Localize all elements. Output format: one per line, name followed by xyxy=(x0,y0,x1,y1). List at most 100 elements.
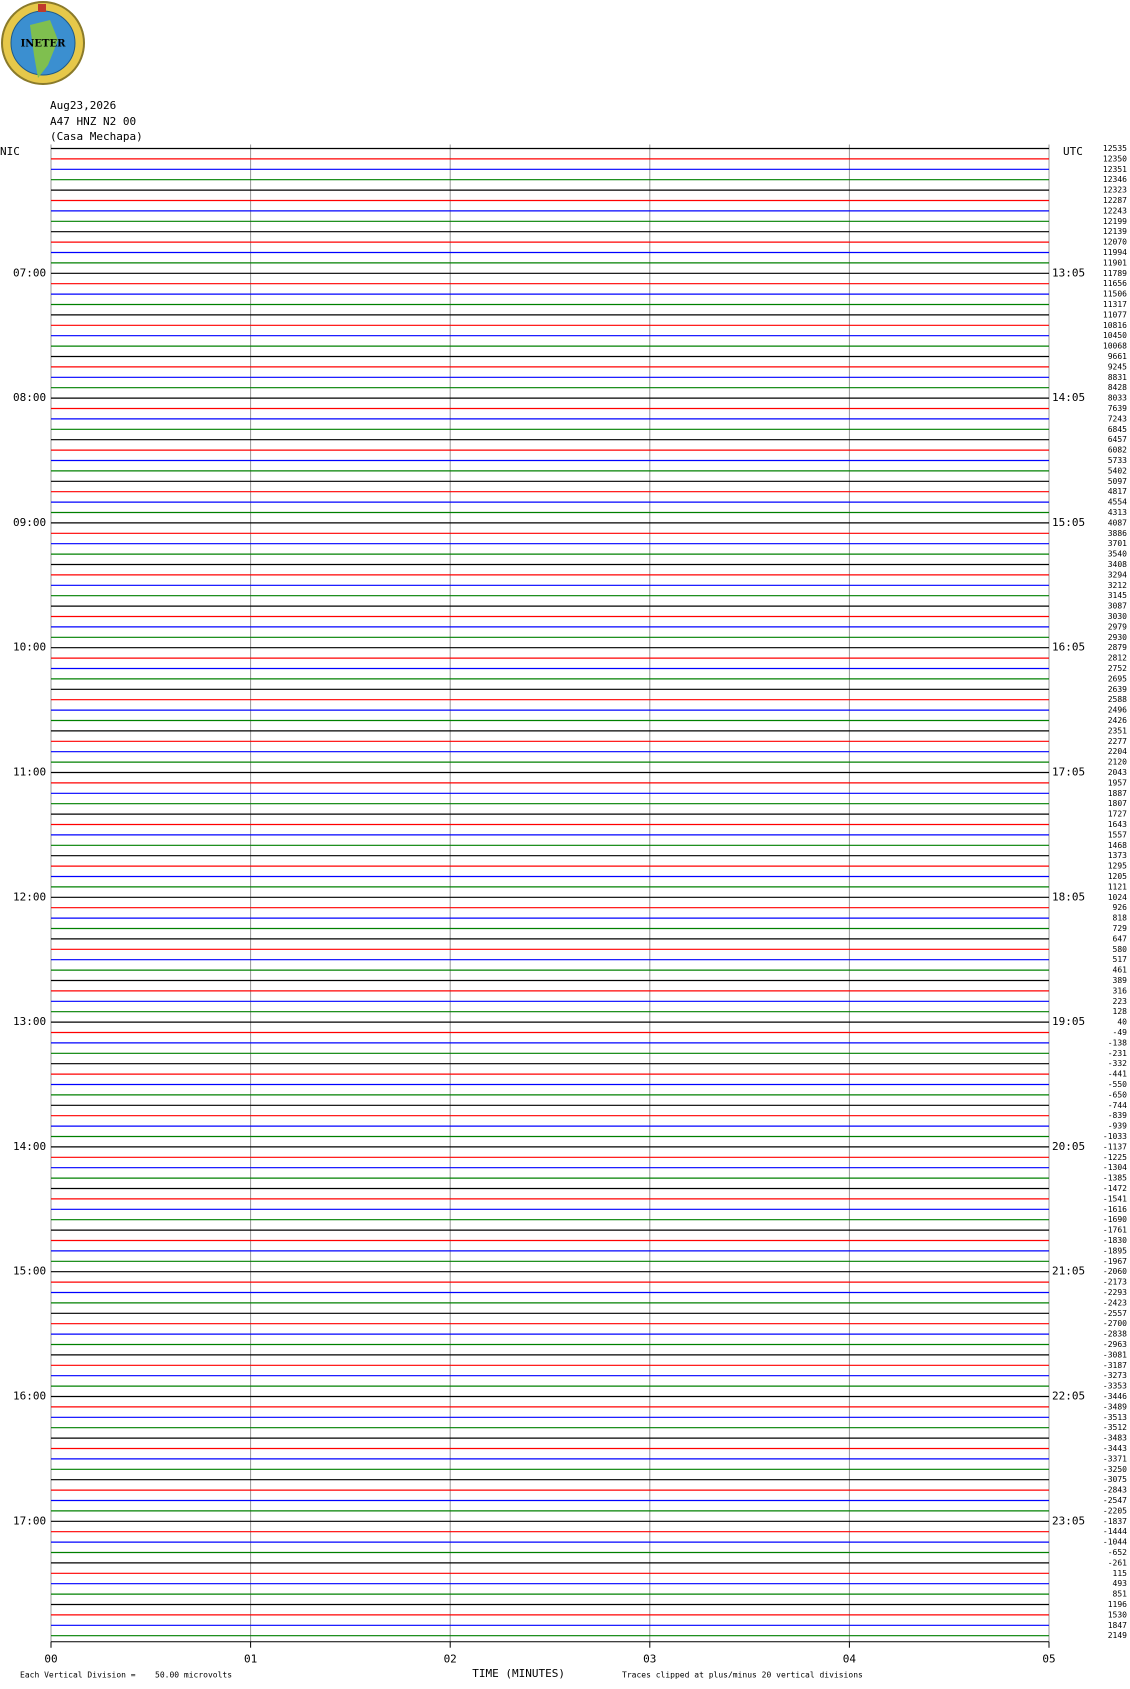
trace-offset: 2639 xyxy=(1108,685,1127,694)
trace-offset: -3250 xyxy=(1103,1465,1127,1474)
trace-offset: -650 xyxy=(1108,1090,1127,1099)
right-hour-label: 23:05 xyxy=(1052,1514,1085,1527)
left-zone: NIC xyxy=(0,145,20,158)
trace-offset: -1385 xyxy=(1103,1174,1127,1183)
trace-offset: 818 xyxy=(1113,914,1128,923)
right-hour-label: 18:05 xyxy=(1052,890,1085,903)
trace-offset: 851 xyxy=(1113,1590,1128,1599)
left-hour-label: 14:00 xyxy=(13,1140,46,1153)
trace-offset: -1137 xyxy=(1103,1142,1127,1151)
left-hour-label: 10:00 xyxy=(13,641,46,654)
trace-offset: 2879 xyxy=(1108,643,1127,652)
trace-offset: 12351 xyxy=(1103,165,1127,174)
right-hour-label: 15:05 xyxy=(1052,516,1085,529)
left-hour-label: 16:00 xyxy=(13,1390,46,1403)
trace-offset: 5402 xyxy=(1108,466,1127,475)
trace-offset: -1472 xyxy=(1103,1184,1127,1193)
trace-offset: -1690 xyxy=(1103,1215,1127,1224)
trace-offset: 517 xyxy=(1113,955,1128,964)
right-zone: UTC xyxy=(1063,145,1083,158)
trace-offset: -3187 xyxy=(1103,1361,1127,1370)
x-tick-label: 01 xyxy=(244,1653,257,1666)
x-tick-label: 03 xyxy=(643,1653,656,1666)
left-hour-label: 15:00 xyxy=(13,1265,46,1278)
x-axis-label: TIME (MINUTES) xyxy=(472,1667,565,1680)
trace-offset: 12287 xyxy=(1103,196,1127,205)
trace-offset: 11901 xyxy=(1103,258,1127,267)
trace-offset: -839 xyxy=(1108,1111,1127,1120)
trace-offset: 12139 xyxy=(1103,227,1127,236)
trace-offset: 3701 xyxy=(1108,539,1127,548)
trace-offset: 223 xyxy=(1113,997,1128,1006)
trace-offset: 12243 xyxy=(1103,206,1127,215)
trace-offset: 10068 xyxy=(1103,342,1127,351)
x-tick-label: 05 xyxy=(1042,1653,1055,1666)
trace-offset: 1024 xyxy=(1108,893,1127,902)
trace-offset: 1887 xyxy=(1108,789,1127,798)
trace-offset: -939 xyxy=(1108,1122,1127,1131)
right-hour-label: 16:05 xyxy=(1052,641,1085,654)
trace-offset: 2351 xyxy=(1108,726,1127,735)
trace-offset: 3886 xyxy=(1108,529,1127,538)
trace-offset: 12199 xyxy=(1103,217,1127,226)
left-hour-label: 07:00 xyxy=(13,266,46,279)
trace-offset: -3075 xyxy=(1103,1475,1127,1484)
trace-offset: -1033 xyxy=(1103,1132,1127,1141)
x-tick-label: 00 xyxy=(44,1653,57,1666)
trace-offset: 11656 xyxy=(1103,279,1127,288)
trace-offset: 7639 xyxy=(1108,404,1127,413)
trace-offset: 8033 xyxy=(1108,394,1127,403)
right-hour-label: 22:05 xyxy=(1052,1390,1085,1403)
trace-offset: -1444 xyxy=(1103,1527,1127,1536)
trace-offset: 12535 xyxy=(1103,144,1127,153)
trace-offset: -2173 xyxy=(1103,1278,1127,1287)
trace-offset: -261 xyxy=(1108,1558,1127,1567)
trace-offset: 8831 xyxy=(1108,373,1127,382)
trace-offset: -1616 xyxy=(1103,1205,1127,1214)
left-hour-label: 13:00 xyxy=(13,1015,46,1028)
trace-offset: 1121 xyxy=(1108,882,1127,891)
right-hour-label: 20:05 xyxy=(1052,1140,1085,1153)
trace-offset: -1895 xyxy=(1103,1246,1127,1255)
trace-offset: 11789 xyxy=(1103,269,1127,278)
trace-offset: 12070 xyxy=(1103,238,1127,247)
logo-text: INETER xyxy=(21,39,67,50)
trace-offset: 2149 xyxy=(1108,1631,1127,1640)
trace-offset: -2963 xyxy=(1103,1340,1127,1349)
scale-label: Each Vertical Division = xyxy=(20,1671,136,1680)
trace-offset: -3443 xyxy=(1103,1444,1127,1453)
trace-offset: 1557 xyxy=(1108,830,1127,839)
trace-offset: 1295 xyxy=(1108,862,1127,871)
trace-offset: -231 xyxy=(1108,1049,1127,1058)
trace-offset: 11077 xyxy=(1103,310,1127,319)
left-hour-label: 09:00 xyxy=(13,516,46,529)
trace-offset: -1225 xyxy=(1103,1153,1127,1162)
trace-offset: 1643 xyxy=(1108,820,1127,829)
trace-offset: 6457 xyxy=(1108,435,1127,444)
trace-offset: 2695 xyxy=(1108,674,1127,683)
right-hour-label: 13:05 xyxy=(1052,266,1085,279)
trace-offset: 926 xyxy=(1113,903,1128,912)
trace-offset: 4817 xyxy=(1108,487,1127,496)
trace-offset: -3483 xyxy=(1103,1434,1127,1443)
trace-offset: 1847 xyxy=(1108,1621,1127,1630)
trace-offset: -3273 xyxy=(1103,1371,1127,1380)
trace-offset: 9661 xyxy=(1108,352,1127,361)
trace-offset: 2752 xyxy=(1108,664,1127,673)
trace-offset: -652 xyxy=(1108,1548,1127,1557)
trace-offset: -550 xyxy=(1108,1080,1127,1089)
trace-offset: -2293 xyxy=(1103,1288,1127,1297)
right-hour-label: 14:05 xyxy=(1052,391,1085,404)
trace-offset: 729 xyxy=(1113,924,1128,933)
trace-offset: 5097 xyxy=(1108,477,1127,486)
left-hour-label: 08:00 xyxy=(13,391,46,404)
x-tick-label: 02 xyxy=(444,1653,457,1666)
trace-offset: 1807 xyxy=(1108,799,1127,808)
trace-offset: -1761 xyxy=(1103,1226,1127,1235)
trace-offset: 316 xyxy=(1113,986,1128,995)
trace-offset: -138 xyxy=(1108,1038,1127,1047)
trace-offset: -2838 xyxy=(1103,1330,1127,1339)
right-hour-label: 19:05 xyxy=(1052,1015,1085,1028)
trace-offset: -1304 xyxy=(1103,1163,1127,1172)
